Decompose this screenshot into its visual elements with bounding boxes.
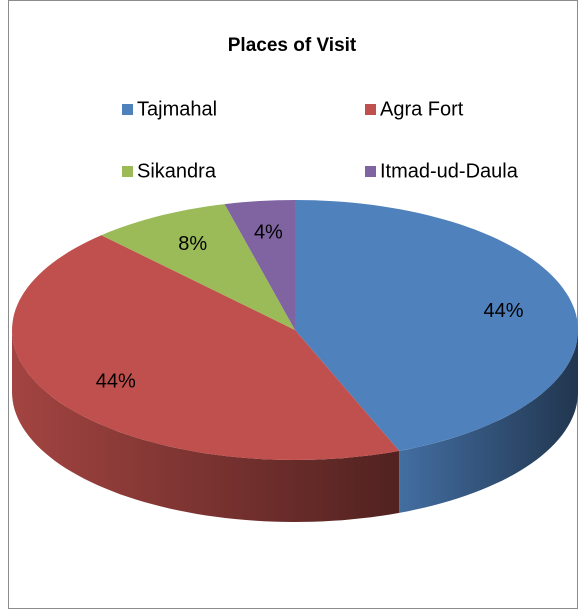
data-label: 44% (96, 370, 136, 392)
pie-side (12, 330, 400, 522)
legend-swatch (365, 166, 376, 177)
pie-slice (295, 200, 578, 451)
pie-slice (12, 235, 400, 460)
pie-side (399, 330, 578, 513)
pie-slice (224, 200, 295, 330)
legend-label: Itmad-ud-Daula (380, 160, 519, 182)
data-label: 4% (254, 222, 283, 244)
legend-label: Agra Fort (380, 98, 464, 120)
chart-title: Places of Visit (228, 35, 357, 56)
legend-label: Sikandra (137, 160, 217, 182)
legend-label: Tajmahal (137, 98, 217, 120)
legend-swatch (122, 104, 133, 115)
data-label: 44% (483, 300, 523, 322)
legend-swatch (365, 104, 376, 115)
legend-swatch (122, 166, 133, 177)
pie-slice (101, 204, 295, 330)
data-label: 8% (178, 233, 207, 255)
